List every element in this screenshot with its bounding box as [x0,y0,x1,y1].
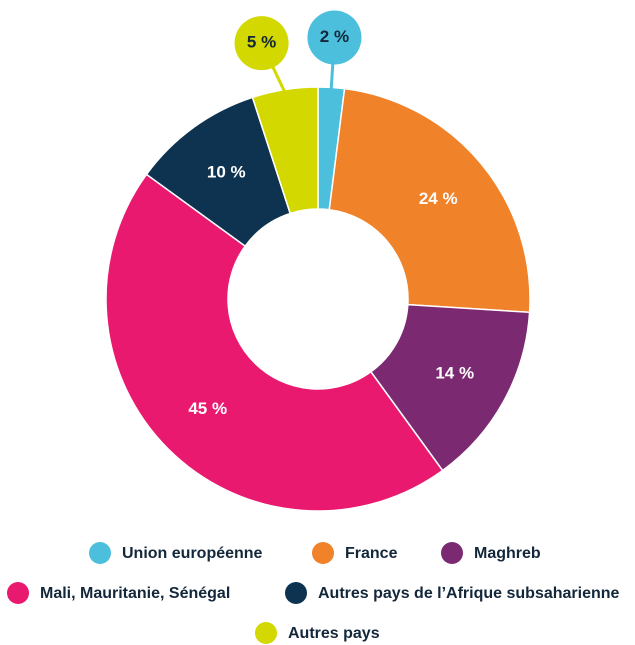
legend-label: Maghreb [474,545,541,562]
callout-bubble [234,16,289,71]
callout-bubble [307,10,362,65]
donut-slice [105,173,444,512]
legend-swatch [7,582,29,604]
legend-label: Union européenne [122,545,263,562]
legend-swatch [441,542,463,564]
donut-slice [369,303,531,472]
legend-label: Mali, Mauritanie, Sénégal [40,585,230,602]
legend-label: Autres pays [288,625,380,642]
value-label: 2 % [320,27,349,46]
legend-swatch [312,542,334,564]
donut-slice [328,87,531,314]
legend-swatch [255,622,277,644]
legend-swatch [285,582,307,604]
value-label: 45 % [188,399,227,418]
legend-label: France [345,545,398,562]
legend-swatch [89,542,111,564]
value-label: 10 % [207,162,246,181]
value-label: 5 % [247,33,276,52]
legend-label: Autres pays de l’Afrique subsaharienne [318,585,620,602]
value-label: 24 % [419,189,458,208]
value-label: 14 % [435,364,474,383]
donut-slice [251,86,319,215]
